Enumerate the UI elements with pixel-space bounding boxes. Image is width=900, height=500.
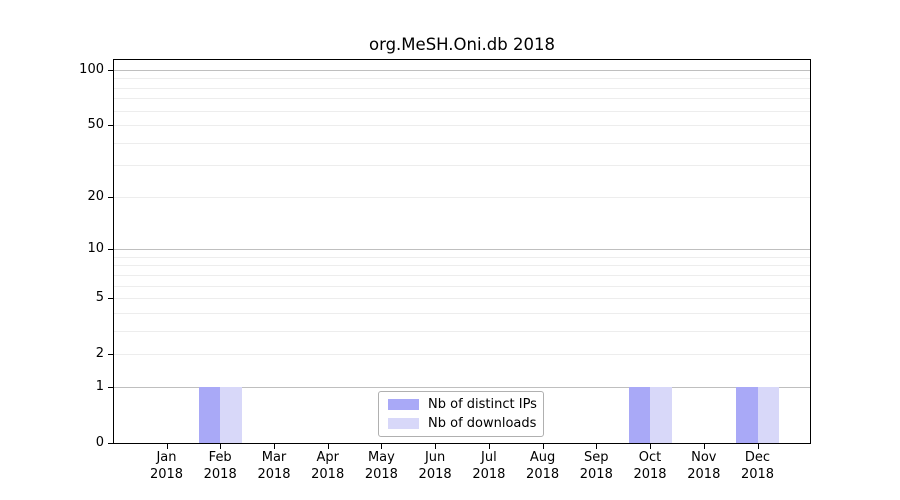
- x-tick-label-mar: Mar 2018: [234, 450, 314, 483]
- x-tick-label-feb: Feb 2018: [180, 450, 260, 483]
- legend-item-downloads: Nb of downloads: [388, 416, 539, 431]
- legend-item-distinct-ips: Nb of distinct IPs: [388, 397, 539, 412]
- x-tick-month-nov: Nov: [691, 450, 717, 465]
- y-tick-100: [108, 70, 113, 71]
- gridline-y-6: [114, 285, 810, 287]
- x-tick-year-dec: 2018: [740, 466, 775, 482]
- x-tick-label-jul: Jul 2018: [449, 450, 529, 483]
- gridline-y-10: [114, 249, 810, 251]
- gridline-y-5: [114, 298, 810, 300]
- gridline-y-2: [114, 354, 810, 356]
- x-tick-month-aug: Aug: [529, 450, 556, 465]
- x-tick-aug: [542, 444, 544, 449]
- gridline-y-100: [114, 69, 810, 71]
- gridline-y-50: [114, 125, 810, 126]
- y-tick-2: [108, 354, 113, 355]
- x-tick-apr: [327, 444, 329, 449]
- y-tick-label-50: 50: [87, 117, 104, 132]
- y-tick-label-2: 2: [95, 346, 104, 362]
- gridline-y-30: [114, 165, 810, 167]
- x-tick-year-jul: 2018: [472, 466, 506, 482]
- x-tick-month-may: May: [367, 450, 395, 465]
- gridline-y-3: [114, 330, 810, 332]
- x-tick-month-oct: Oct: [638, 450, 662, 465]
- x-tick-sep: [596, 444, 598, 449]
- x-tick-jul: [488, 444, 490, 449]
- bar-nb-of-downloads-oct: [650, 386, 672, 443]
- y-tick-label-20: 20: [87, 188, 104, 204]
- legend-label-distinct-ips: Nb of distinct IPs: [428, 397, 537, 413]
- y-tick-label-5: 5: [95, 290, 104, 306]
- x-tick-label-dec: Dec 2018: [718, 450, 798, 483]
- bar-nb-of-distinct-ips-dec: [736, 386, 758, 443]
- x-tick-jun: [435, 444, 437, 449]
- x-tick-month-dec: Dec: [744, 450, 771, 465]
- y-tick-label-1: 1: [95, 378, 104, 394]
- legend: Nb of distinct IPs Nb of downloads: [378, 391, 544, 437]
- y-tick-10: [108, 249, 113, 250]
- y-tick-1: [108, 387, 113, 388]
- x-tick-mar: [274, 444, 275, 449]
- gridline-y-9: [114, 256, 810, 258]
- x-tick-label-oct: Oct 2018: [610, 450, 690, 483]
- y-tick-label-0: 0: [95, 435, 104, 450]
- gridline-y-1: [114, 386, 810, 388]
- x-tick-year-sep: 2018: [579, 466, 613, 482]
- gridline-y-7: [114, 274, 810, 276]
- x-tick-month-jul: Jul: [481, 450, 497, 465]
- x-tick-month-apr: Apr: [316, 450, 339, 465]
- x-tick-year-aug: 2018: [526, 466, 560, 482]
- gridline-y-4: [114, 312, 810, 314]
- gridline-y-40: [114, 142, 810, 144]
- x-tick-month-jun: Jun: [424, 450, 446, 465]
- gridline-y-80: [114, 87, 810, 89]
- gridline-y-90: [114, 78, 810, 80]
- x-tick-month-feb: Feb: [208, 450, 232, 465]
- x-tick-dec: [757, 444, 759, 449]
- x-tick-year-may: 2018: [364, 466, 398, 482]
- bar-nb-of-distinct-ips-oct: [628, 386, 650, 443]
- x-tick-label-nov: Nov 2018: [664, 450, 744, 483]
- legend-swatch-downloads-icon: [388, 417, 419, 429]
- x-tick-nov: [703, 444, 705, 449]
- x-tick-may: [381, 444, 383, 449]
- legend-swatch-distinct-ips-icon: [388, 399, 419, 411]
- x-tick-label-sep: Sep 2018: [556, 450, 636, 483]
- x-tick-year-feb: 2018: [203, 466, 237, 482]
- x-tick-label-jun: Jun 2018: [395, 450, 475, 483]
- y-tick-label-10: 10: [87, 241, 104, 257]
- x-tick-feb: [220, 444, 222, 449]
- gridline-y-20: [114, 196, 810, 198]
- legend-label-downloads: Nb of downloads: [428, 415, 537, 431]
- x-tick-month-sep: Sep: [584, 450, 609, 465]
- x-tick-year-jun: 2018: [418, 466, 452, 482]
- plot-border: [113, 59, 811, 444]
- y-tick-0: [108, 443, 113, 444]
- bar-nb-of-distinct-ips-feb: [198, 386, 221, 443]
- x-tick-label-aug: Aug 2018: [503, 450, 583, 483]
- x-tick-year-apr: 2018: [311, 466, 345, 482]
- x-tick-year-jan: 2018: [149, 466, 184, 482]
- x-tick-year-oct: 2018: [633, 466, 667, 482]
- x-tick-year-mar: 2018: [257, 466, 291, 482]
- y-tick-label-100: 100: [79, 61, 104, 77]
- chart-title: org.MeSH.Oni.db 2018: [369, 35, 555, 54]
- y-tick-50: [108, 125, 113, 126]
- x-tick-label-may: May 2018: [341, 450, 421, 483]
- x-tick-jan: [166, 444, 168, 449]
- bar-nb-of-downloads-feb: [220, 386, 242, 443]
- bar-nb-of-downloads-dec: [757, 386, 779, 443]
- gridline-y-70: [114, 98, 810, 100]
- x-tick-month-jan: Jan: [156, 450, 177, 465]
- gridline-y-8: [114, 265, 810, 267]
- y-tick-20: [108, 197, 113, 198]
- x-tick-label-apr: Apr 2018: [288, 450, 368, 483]
- x-tick-oct: [650, 444, 651, 449]
- x-tick-label-jan: Jan 2018: [127, 450, 207, 483]
- gridline-y-60: [114, 110, 810, 112]
- x-tick-month-mar: Mar: [261, 450, 287, 465]
- x-tick-year-nov: 2018: [687, 466, 721, 482]
- y-tick-5: [108, 298, 113, 299]
